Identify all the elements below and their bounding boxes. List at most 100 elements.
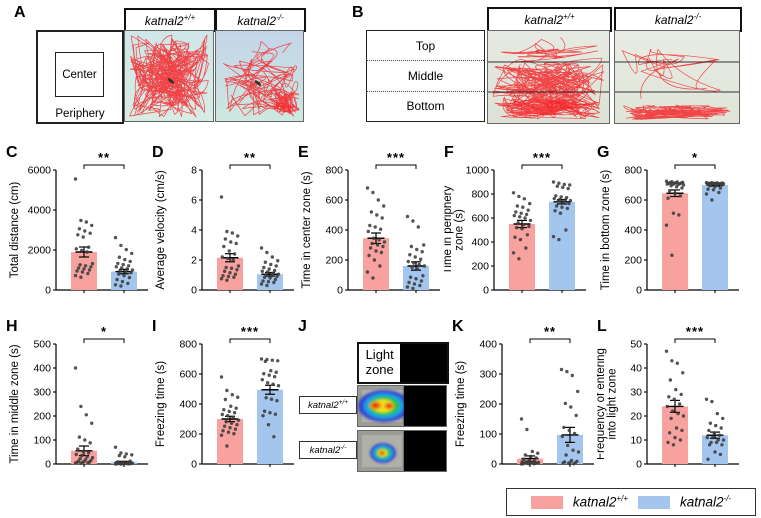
svg-text:1000: 1000: [466, 165, 490, 177]
svg-text:100: 100: [33, 435, 51, 447]
svg-text:4000: 4000: [28, 205, 52, 217]
svg-text:**: **: [98, 150, 110, 165]
svg-text:zone (s): zone (s): [454, 209, 466, 251]
panel-D: D 0 2 4 6 8 Average velocity (cm/s) **: [152, 144, 302, 316]
svg-text:2000: 2000: [28, 245, 52, 257]
light-zone-label: Light zone: [365, 347, 394, 377]
svg-text:0: 0: [636, 459, 642, 471]
svg-text:300: 300: [33, 387, 51, 399]
svg-text:0: 0: [191, 459, 197, 471]
svg-text:40: 40: [630, 363, 642, 375]
svg-text:500: 500: [33, 339, 51, 351]
svg-text:600: 600: [471, 213, 489, 225]
svg-text:0: 0: [45, 459, 51, 471]
svg-text:Freezing time (s): Freezing time (s): [155, 361, 167, 447]
svg-text:Time in bottom zone (s): Time in bottom zone (s): [600, 170, 612, 291]
svg-text:8: 8: [191, 165, 197, 177]
svg-text:600: 600: [325, 195, 343, 207]
svg-text:100: 100: [479, 429, 497, 441]
panel-a-letter: A: [14, 4, 26, 21]
svg-text:300: 300: [479, 369, 497, 381]
svg-text:0: 0: [45, 285, 51, 297]
open-field-track-ko-image: [215, 30, 304, 122]
svg-text:0: 0: [191, 285, 197, 297]
svg-text:0: 0: [491, 459, 497, 471]
panel-j-letter: J: [298, 318, 307, 335]
panel-g-letter: G: [597, 144, 610, 161]
svg-text:400: 400: [179, 399, 197, 411]
tank-track-ko-image: [614, 30, 740, 124]
zone-middle: Middle: [367, 61, 484, 92]
time-middle-zone-chart: 0 100 200 300 400 500 Time in middle zone (s) *: [9, 324, 148, 471]
svg-text:30: 30: [630, 387, 642, 399]
svg-text:20: 20: [630, 411, 642, 423]
genotype-wt-label: katnal2+/+: [144, 12, 196, 28]
time-center-zone-chart: 0 200 400 600 800 Time in center zone (s) ***: [301, 150, 440, 297]
svg-text:***: ***: [241, 324, 259, 339]
svg-text:Total distance (cm): Total distance (cm): [9, 182, 21, 279]
svg-text:800: 800: [325, 165, 343, 177]
legend-ko-label: katnal2-/-: [680, 494, 732, 510]
total-distance-chart: 0 2000 4000 6000 Total distance (cm) **: [9, 150, 148, 297]
svg-text:800: 800: [471, 189, 489, 201]
genotype-ko-label: katnal2-/-: [654, 12, 702, 27]
genotype-ko-label: katnal2-/-: [237, 12, 284, 28]
panel-c-letter: C: [6, 144, 18, 161]
panel-I: I 0 200 400 600 800 Freezing time (s) ***: [152, 318, 302, 490]
panel-a-ko-header: katnal2-/-: [215, 8, 306, 32]
svg-text:800: 800: [624, 165, 642, 177]
svg-text:400: 400: [33, 363, 51, 375]
panel-b-ko-header: katnal2-/-: [614, 7, 742, 32]
svg-text:*: *: [692, 150, 698, 165]
svg-text:***: ***: [387, 150, 405, 165]
svg-text:600: 600: [624, 195, 642, 207]
heatmap-wt-label: katnal2+/+: [299, 396, 357, 414]
svg-text:200: 200: [179, 429, 197, 441]
light-zone-entries-chart: 0 10 20 30 40 50 Frequency of entering into lig…: [595, 324, 739, 471]
panel-b-wt-header: katnal2+/+: [487, 7, 612, 32]
figure-legend: katnal2+/+ katnal2-/-: [506, 488, 756, 516]
wt-color-swatch: [530, 495, 563, 509]
panel-f-letter: F: [444, 144, 454, 161]
center-zone-box: Center: [55, 52, 104, 97]
legend-wt-label: katnal2+/+: [572, 494, 628, 510]
panel-i-letter: I: [152, 318, 157, 335]
svg-text:0: 0: [337, 285, 343, 297]
svg-text:400: 400: [479, 339, 497, 351]
time-periphery-zone-chart: 0 200 400 600 800 1000 Time in periphery zone (…: [442, 150, 586, 297]
svg-text:200: 200: [624, 255, 642, 267]
panel-b-letter: B: [352, 4, 364, 21]
panel-l-letter: L: [597, 318, 607, 335]
svg-text:Frequency of entering: Frequency of entering: [597, 348, 607, 460]
svg-text:200: 200: [479, 399, 497, 411]
svg-text:6000: 6000: [28, 165, 52, 177]
svg-text:10: 10: [630, 435, 642, 447]
genotype-wt-label: katnal2+/+: [524, 12, 575, 27]
panel-K: K 0 100 200 300 400 Freezing time (s) **: [452, 318, 602, 490]
svg-text:Freezing time (s): Freezing time (s): [455, 361, 467, 447]
panel-e-letter: E: [298, 144, 309, 161]
svg-text:**: **: [544, 324, 556, 339]
svg-text:Time in middle zone (s): Time in middle zone (s): [9, 344, 21, 463]
svg-text:*: *: [101, 324, 107, 339]
zone-top: Top: [367, 31, 484, 62]
svg-text:Average velocity (cm/s): Average velocity (cm/s): [155, 170, 167, 289]
svg-text:Time in center zone (s): Time in center zone (s): [301, 171, 313, 288]
periphery-label: Periphery: [55, 108, 105, 120]
ko-color-swatch: [638, 495, 670, 509]
heatmap-wt-image: [357, 385, 447, 427]
svg-text:into light zone: into light zone: [607, 369, 619, 440]
time-bottom-zone-chart: 0 200 400 600 800 Time in bottom zone (s) *: [600, 150, 739, 297]
svg-text:50: 50: [630, 339, 642, 351]
svg-text:***: ***: [533, 150, 551, 165]
svg-text:2: 2: [191, 255, 197, 267]
panel-d-letter: D: [152, 144, 164, 161]
svg-text:0: 0: [636, 285, 642, 297]
panel-C: C 0 2000 4000 6000 Total distance (cm) **: [6, 144, 156, 316]
heatmap-ko-image: [357, 430, 447, 472]
light-dark-freezing-chart: 0 100 200 300 400 Freezing time (s) **: [455, 324, 594, 471]
svg-text:600: 600: [179, 369, 197, 381]
tank-track-wt-image: [487, 30, 610, 124]
panel-k-letter: K: [452, 318, 464, 335]
